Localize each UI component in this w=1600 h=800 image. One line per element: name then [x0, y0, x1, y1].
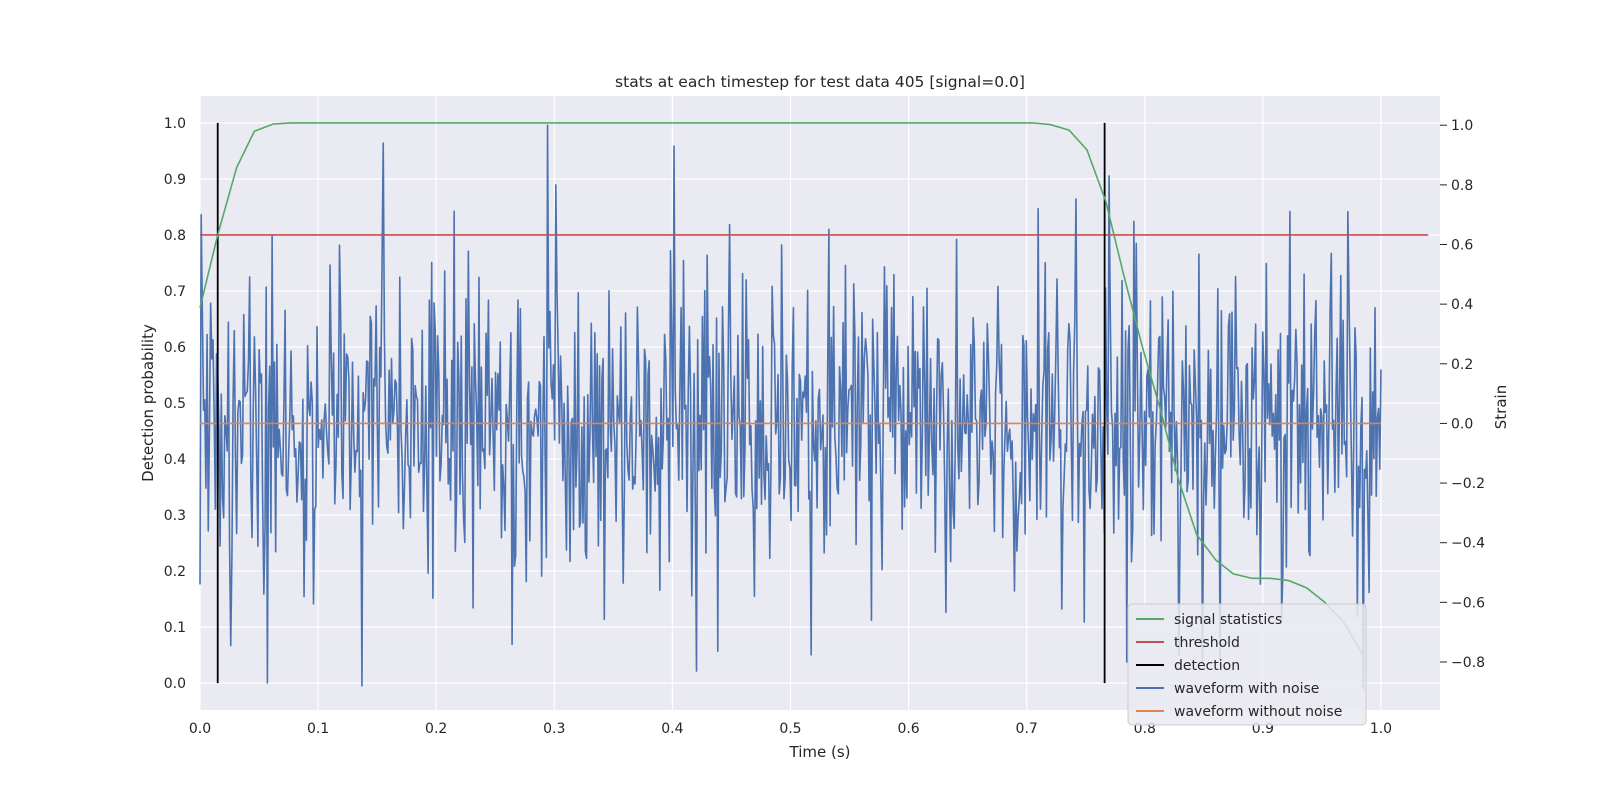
x-tick-label: 1.0: [1370, 721, 1392, 737]
y-axis-right: −0.8 −0.6 −0.4 −0.2 0.0 0.2 0.4 0.6 0.8 1.0: [1440, 118, 1485, 671]
y-left-tick-label: 0.0: [164, 676, 186, 692]
legend-box: [1127, 603, 1367, 726]
y-left-tick-label: 0.9: [164, 172, 186, 188]
y-axis-left-title: Detection probability: [139, 324, 157, 482]
chart-title: stats at each timestep for test data 405…: [615, 73, 1025, 91]
y-left-tick-label: 0.3: [164, 508, 186, 524]
y-right-tick-label: 0.0: [1451, 416, 1473, 432]
y-left-tick-label: 0.1: [164, 620, 186, 636]
legend-label: waveform with noise: [1174, 681, 1319, 697]
series-layer: [199, 122, 1429, 690]
x-tick-label: 0.4: [661, 721, 683, 737]
y-axis-left: 0.0 0.1 0.2 0.3 0.4 0.5 0.6 0.7 0.8 0.9 1.0: [164, 116, 186, 692]
y-left-tick-label: 0.2: [164, 564, 186, 580]
x-tick-label: 0.5: [779, 721, 801, 737]
y-right-tick-label: −0.2: [1451, 476, 1485, 492]
x-axis-title: Time (s): [789, 743, 851, 761]
x-tick-label: 0.6: [897, 721, 919, 737]
y-right-tick-label: −0.8: [1451, 655, 1485, 671]
x-tick-label: 0.3: [543, 721, 565, 737]
legend-label: threshold: [1174, 635, 1240, 651]
y-right-tick-label: 0.2: [1451, 357, 1473, 373]
legend-label: waveform without noise: [1174, 704, 1342, 720]
waveform-with-noise-line: [199, 124, 1382, 690]
x-tick-label: 0.2: [425, 721, 447, 737]
y-left-tick-label: 1.0: [164, 116, 186, 132]
legend: signal statistics threshold detection wavef…: [1127, 603, 1367, 726]
y-right-tick-label: 0.4: [1451, 297, 1473, 313]
legend-label: signal statistics: [1174, 612, 1282, 628]
signal-statistics-line: [199, 122, 1364, 656]
y-right-tick-label: −0.4: [1451, 536, 1485, 552]
x-tick-label: 0.7: [1016, 721, 1038, 737]
y-right-tick-label: 1.0: [1451, 118, 1473, 134]
y-left-tick-label: 0.5: [164, 396, 186, 412]
legend-label: detection: [1174, 658, 1240, 674]
y-axis-right-title: Strain: [1492, 385, 1510, 429]
y-left-tick-label: 0.7: [164, 284, 186, 300]
x-tick-label: 0.1: [307, 721, 329, 737]
y-left-tick-label: 0.8: [164, 228, 186, 244]
y-left-tick-label: 0.4: [164, 452, 186, 468]
y-right-tick-label: −0.6: [1451, 595, 1485, 611]
y-left-tick-label: 0.6: [164, 340, 186, 356]
y-right-tick-label: 0.6: [1451, 238, 1473, 254]
x-tick-label: 0.0: [189, 721, 211, 737]
y-right-tick-label: 0.8: [1451, 178, 1473, 194]
